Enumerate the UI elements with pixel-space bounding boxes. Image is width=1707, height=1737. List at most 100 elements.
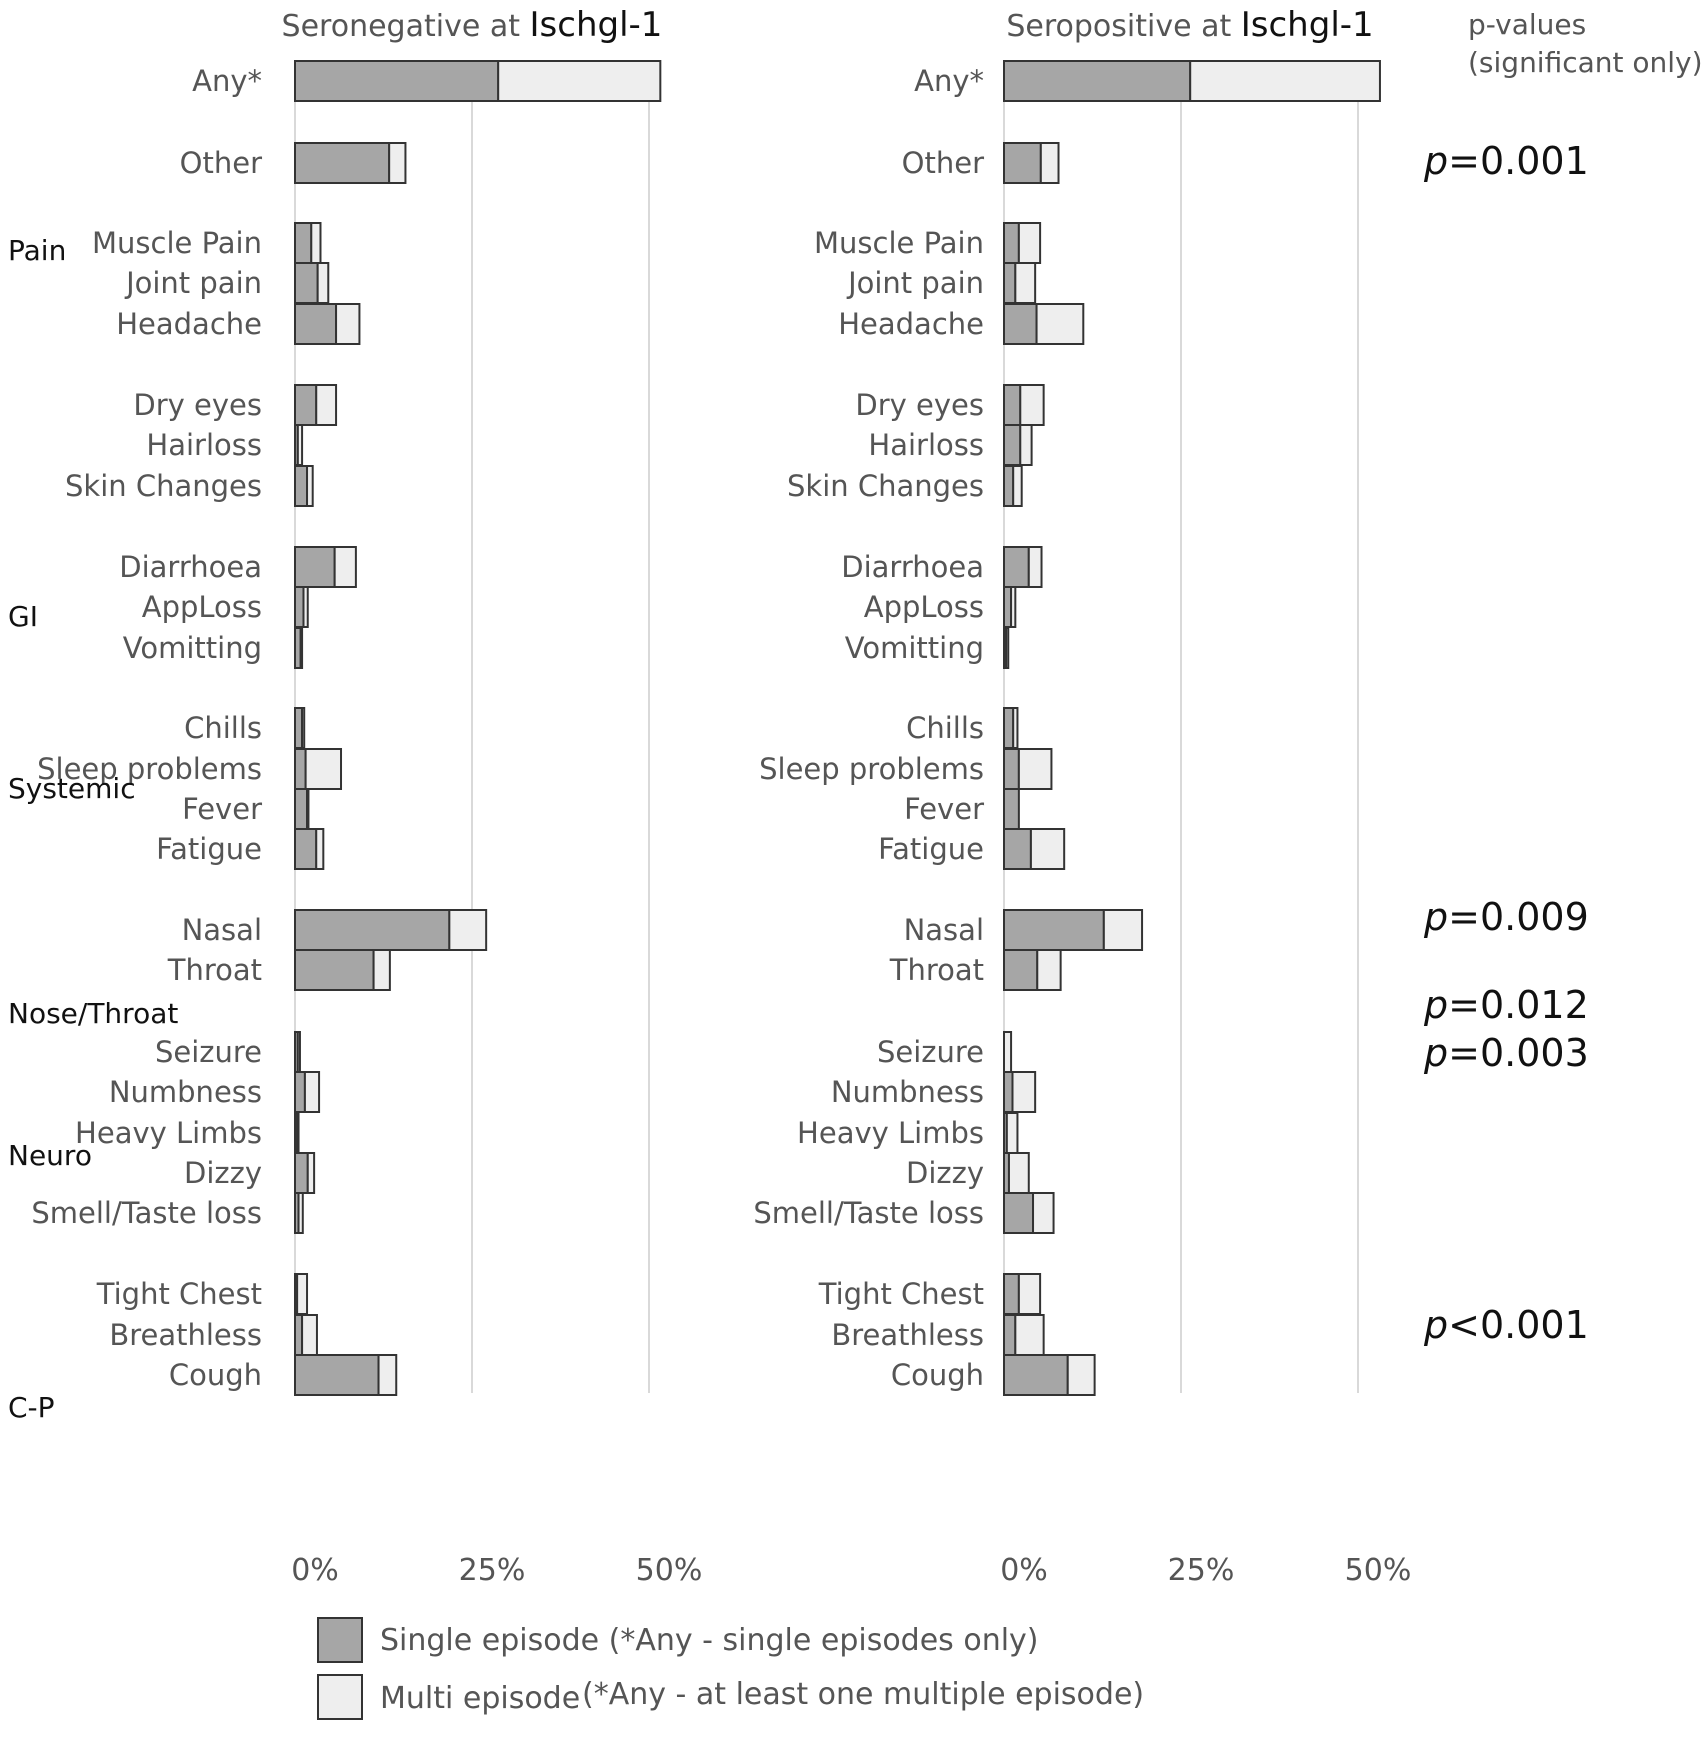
bar-single-fever [294,788,309,830]
pvalues-subheader: (significant only) [1468,46,1703,79]
group-label: Systemic [8,772,136,805]
category-label: Smell/Taste loss [31,1196,262,1230]
bar-multi-dry-eyes [1019,384,1045,426]
bar-multi-breathless [301,1314,318,1356]
x-tick-label: 0% [291,1553,339,1588]
p-symbol: p [1423,895,1448,939]
category-label: Nasal [182,913,262,947]
bar-multi-throat [1036,949,1062,991]
category-label: AppLoss [142,590,262,624]
bar-multi-headache [1035,303,1085,345]
category-label: Dry eyes [133,388,262,422]
p-value: p=0.012 [1423,983,1589,1027]
bar-single-breathless [294,1314,304,1356]
x-tick-label: 25% [1168,1553,1235,1588]
category-label: AppLoss [864,590,984,624]
category-label: Other [180,146,262,180]
bar-single-fatigue [1003,828,1032,870]
bar-multi-any [1189,60,1381,102]
group-label: GI [8,600,38,633]
category-label: Any* [914,64,984,98]
p-value-number: =0.003 [1448,1031,1589,1075]
bar-single-cough [1003,1354,1069,1396]
bar-single-apploss [1003,586,1013,628]
bar-multi-sleep-problems [1017,748,1053,790]
category-label: Joint pain [124,266,262,300]
bar-multi-any [497,60,662,102]
bar-single-any [294,60,500,102]
panel-title: Seropositive at Ischgl-1 [1006,5,1373,45]
bar-multi-numbness [1011,1071,1037,1113]
bar-multi-fever [306,788,310,830]
bar-single-fever [1003,788,1020,830]
bar-multi-hairloss [1019,424,1033,466]
category-label: Fever [182,792,262,826]
bar-single-any [1003,60,1192,102]
category-label: Vomitting [123,631,262,665]
category-label: Skin Changes [65,469,262,503]
category-label: Headache [116,307,262,341]
panel-title-prefix: Seropositive at [1006,9,1240,44]
p-value-number: =0.009 [1448,895,1589,939]
panel-seronegative: 0% 25% 50% Seronegative at Ischgl-1 Any* Othe… [31,5,702,1588]
bar-single-smell-taste-loss [1003,1192,1035,1234]
bar-multi-throat [372,949,391,991]
category-label: Throat [167,953,262,987]
category-label: Headache [838,307,984,341]
category-label: Dizzy [184,1156,262,1190]
bar-single-dizzy [294,1152,309,1194]
bar-multi-dizzy [1007,1152,1030,1194]
category-label: Nasal [904,913,984,947]
category-label: Dizzy [906,1156,984,1190]
bar-multi-tight-chest [1017,1273,1042,1315]
bar-multi-muscle-pain [1017,222,1042,264]
bar-single-other [294,142,391,184]
bar-multi-diarrhoea [1027,546,1043,588]
legend-label-single: Single episode (*Any - single episodes o… [380,1623,1039,1658]
bar-single-numbness [294,1071,306,1113]
p-value-number: <0.001 [1448,1303,1589,1347]
legend-swatch-single [317,1617,363,1663]
category-label: Seizure [155,1035,262,1069]
bar-single-skin-changes [294,465,309,507]
bar-multi-cough [377,1354,398,1396]
bar-single-sleep-problems [1003,748,1020,790]
bar-multi-skin-changes [1012,465,1023,507]
category-label: Any* [192,64,262,98]
bar-multi-smell-taste-loss [297,1192,304,1234]
bar-single-nasal [294,909,451,951]
bar-multi-breathless [1014,1314,1045,1356]
bar-multi-other [388,142,407,184]
bar-multi-vomitting [1005,627,1010,669]
p-symbol: p [1423,139,1448,183]
bar-multi-apploss [302,586,309,628]
group-label: Neuro [8,1139,92,1172]
category-label: Numbness [831,1075,984,1109]
p-symbol: p [1423,1303,1448,1347]
bar-multi-other [1039,142,1060,184]
category-label: Hairloss [868,428,984,462]
category-label: Fatigue [878,832,984,866]
category-label: Sleep problems [759,752,984,786]
bar-multi-tight-chest [296,1273,309,1315]
bar-multi-numbness [303,1071,321,1113]
p-value: p=0.001 [1423,139,1589,183]
group-label: Pain [8,234,66,267]
p-value-number: =0.012 [1448,983,1589,1027]
bar-multi-dizzy [306,1152,316,1194]
panel-title-suffix: Ischgl-1 [1241,5,1374,45]
bar-multi-sleep-problems [304,748,343,790]
category-label: Fever [904,792,984,826]
category-label: Fatigue [156,832,262,866]
bar-single-muscle-pain [294,222,313,264]
bar-multi-seizure [1003,1031,1013,1073]
bar-single-fatigue [294,828,318,870]
panel-title-prefix: Seronegative at [282,9,530,44]
bar-multi-diarrhoea [333,546,357,588]
bar-multi-dry-eyes [315,384,338,426]
category-label: Cough [169,1358,262,1392]
legend-label-multi: Multi episode [380,1681,580,1716]
category-label: Muscle Pain [92,226,262,260]
legend-label-multi-note: (*Any - at least one multiple episode) [582,1677,1144,1712]
